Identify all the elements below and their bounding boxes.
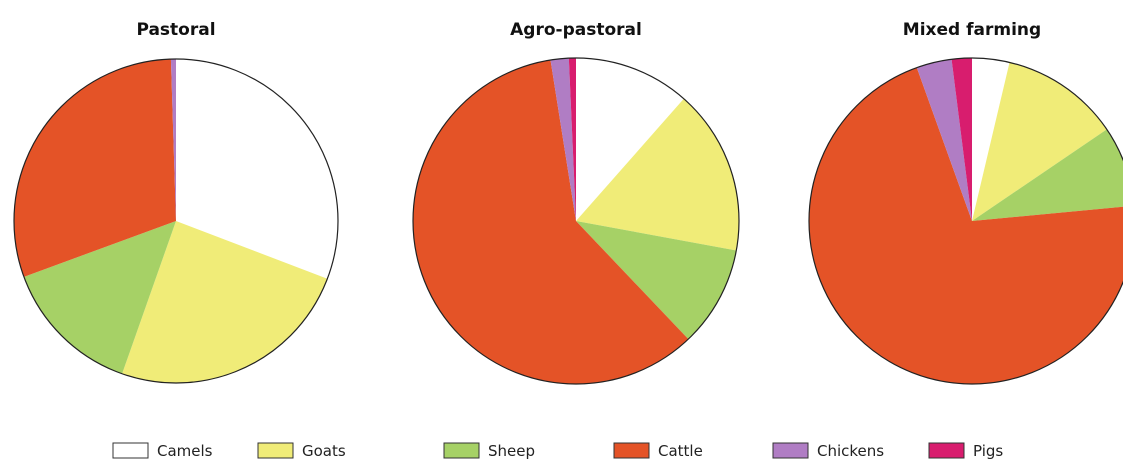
pie-agro-pastoral: Agro-pastoral <box>412 20 740 385</box>
legend-swatch-chickens <box>772 442 809 459</box>
legend-item-sheep: Sheep <box>443 442 535 460</box>
slice-mixed-farming-camels <box>972 58 1010 221</box>
legend-item-cattle: Cattle <box>613 442 703 460</box>
legend-item-camels: Camels <box>112 442 213 460</box>
legend-label-cattle: Cattle <box>658 442 703 460</box>
legend-label-chickens: Chickens <box>817 442 884 460</box>
legend-label-camels: Camels <box>157 442 213 460</box>
legend-item-pigs: Pigs <box>928 442 1003 460</box>
legend-swatch-sheep <box>443 442 480 459</box>
pie-outline-mixed-farming <box>808 57 1123 385</box>
pies-layer: Pastoral Agro-pastoral Mixed farming <box>13 20 1123 385</box>
pie-mixed-farming: Mixed farming <box>808 20 1123 385</box>
pie-outline-agro-pastoral <box>412 57 740 385</box>
slice-mixed-farming-cattle <box>809 67 1123 384</box>
slice-agro-pastoral-camels <box>576 58 684 221</box>
legend-swatch-camels <box>112 442 149 459</box>
slice-mixed-farming-pigs <box>951 58 972 221</box>
slice-mixed-farming-chickens <box>916 59 972 221</box>
legend: Camels Goats Sheep Cattle Chickens Pigs <box>112 442 1003 460</box>
slice-pastoral-goats <box>122 221 328 383</box>
legend-swatch-goats <box>257 442 294 459</box>
slice-agro-pastoral-cattle <box>413 60 689 385</box>
legend-swatch-pigs <box>928 442 965 459</box>
slice-mixed-farming-sheep <box>972 129 1123 221</box>
slice-agro-pastoral-chickens <box>550 58 576 221</box>
slice-agro-pastoral-sheep <box>576 221 737 340</box>
legend-item-goats: Goats <box>257 442 346 460</box>
pie-title-pastoral: Pastoral <box>136 20 215 40</box>
legend-swatch-cattle <box>613 442 650 459</box>
pie-title-agro-pastoral: Agro-pastoral <box>510 20 642 40</box>
slice-mixed-farming-goats <box>972 62 1107 221</box>
slice-pastoral-cattle <box>14 59 176 277</box>
slice-agro-pastoral-pigs <box>568 58 576 221</box>
slice-agro-pastoral-goats <box>576 98 739 251</box>
pie-pastoral: Pastoral <box>13 20 339 384</box>
legend-label-sheep: Sheep <box>488 442 535 460</box>
legend-label-goats: Goats <box>302 442 346 460</box>
legend-label-pigs: Pigs <box>973 442 1003 460</box>
pie-outline-pastoral <box>13 58 339 384</box>
slice-pastoral-chickens <box>170 59 176 221</box>
legend-item-chickens: Chickens <box>772 442 884 460</box>
pie-title-mixed-farming: Mixed farming <box>903 20 1041 40</box>
